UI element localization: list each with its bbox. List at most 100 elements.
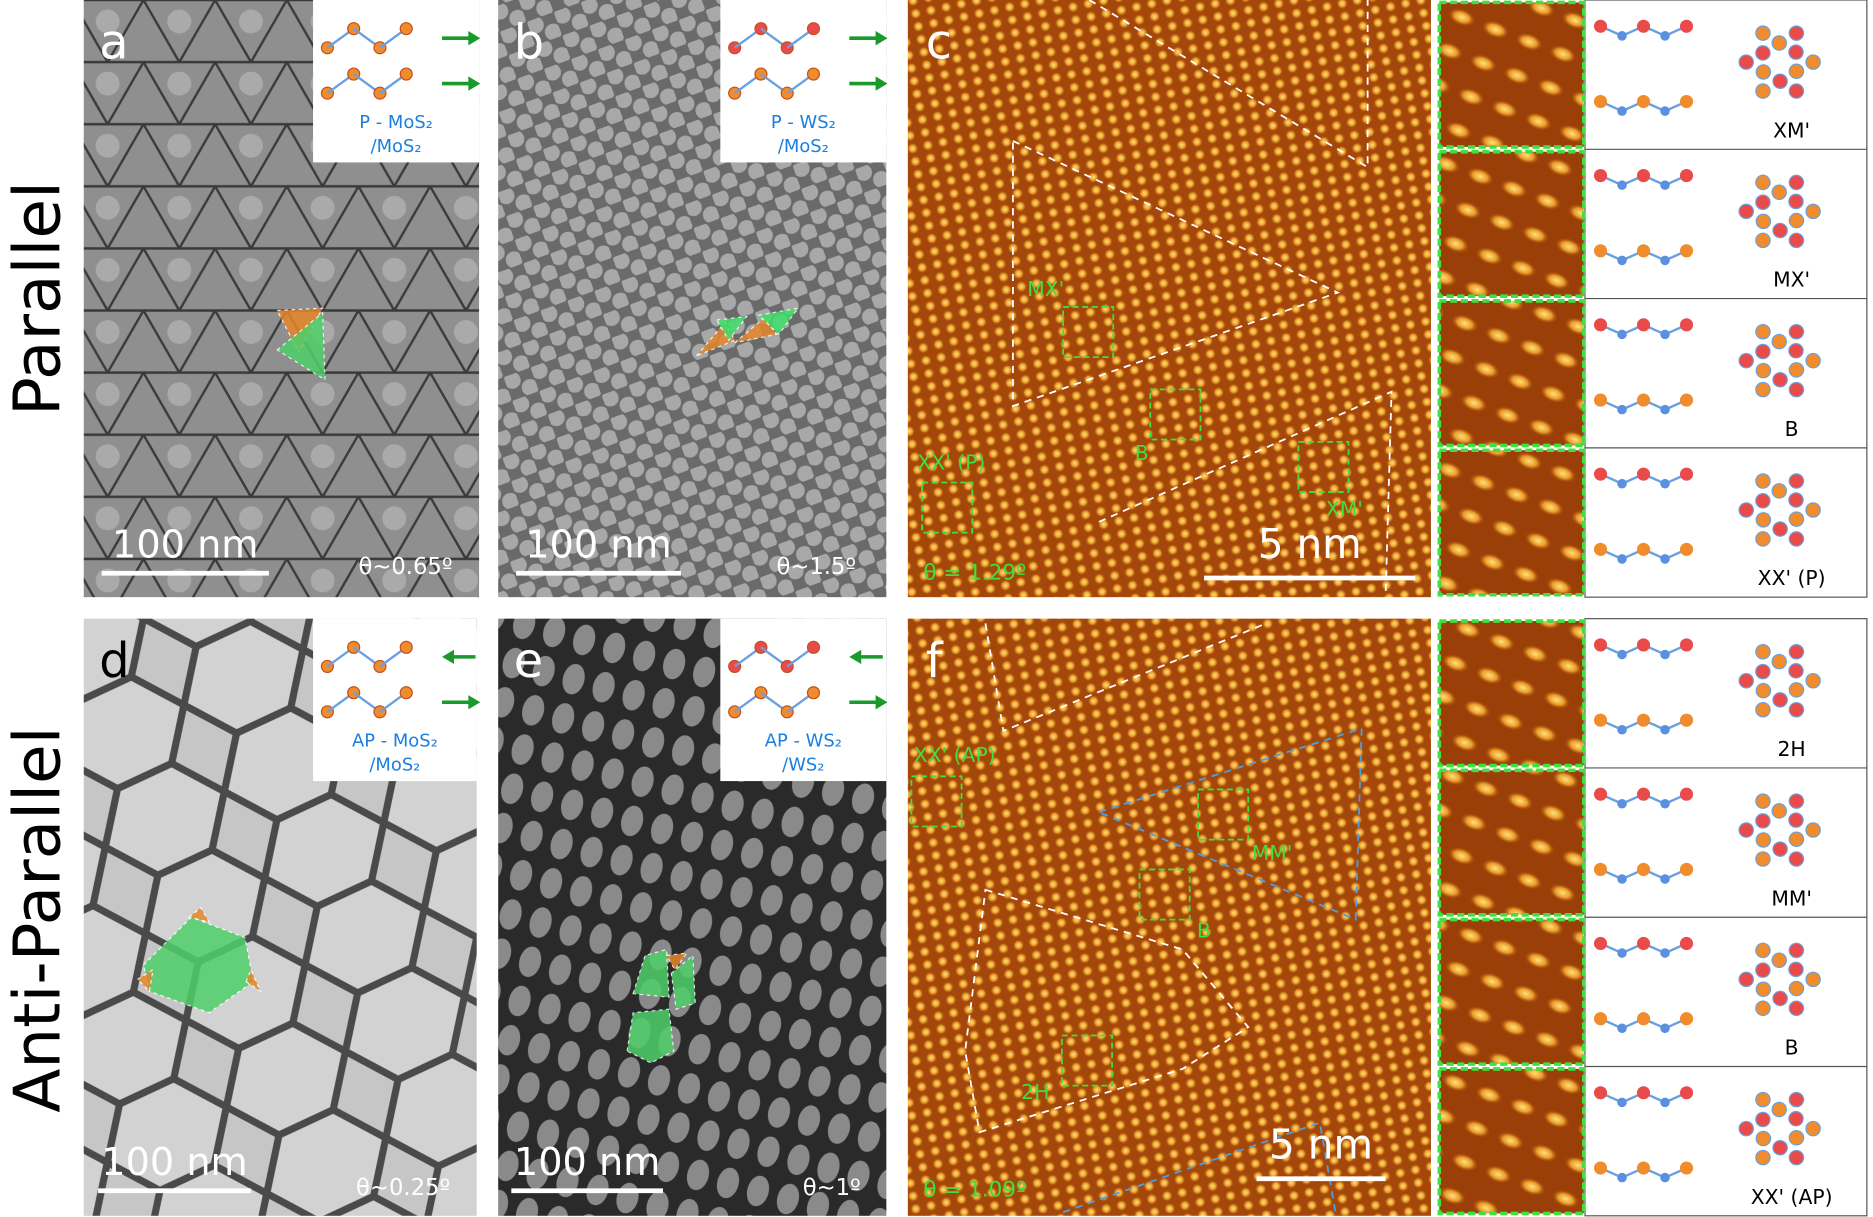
angle-label: θ~1º	[803, 1175, 861, 1201]
atom	[1805, 672, 1821, 689]
atom	[1617, 255, 1627, 266]
atom	[1788, 831, 1805, 847]
region-box	[1297, 440, 1350, 493]
domain-outline	[1062, 1121, 1337, 1214]
atom	[1617, 329, 1627, 340]
atom	[1788, 1000, 1805, 1017]
atom	[1660, 649, 1670, 660]
inset-label: /MoS₂	[369, 755, 420, 776]
scale-bar-label: 5 nm	[1269, 1121, 1373, 1169]
arrow-head	[875, 695, 888, 710]
stm-thumbnail	[1437, 768, 1586, 917]
domain	[187, 906, 211, 923]
atom	[1660, 948, 1670, 958]
region-label: 2H	[1021, 1080, 1049, 1104]
atom	[806, 686, 821, 700]
row-label: Anti-Parallel	[1, 726, 76, 1112]
atom	[1636, 638, 1651, 652]
atom	[1738, 352, 1755, 369]
atom	[1755, 1130, 1772, 1147]
atom	[1805, 971, 1821, 988]
atom	[1636, 936, 1651, 951]
atom	[1617, 1172, 1627, 1183]
atom	[1771, 333, 1787, 350]
atom	[1755, 813, 1771, 829]
stm-thumbnail	[1437, 149, 1586, 298]
atom	[1679, 244, 1694, 258]
atom	[1788, 1091, 1805, 1108]
atom	[1679, 467, 1694, 481]
atom	[1636, 19, 1651, 33]
atom	[1755, 362, 1772, 379]
atom	[1593, 787, 1608, 801]
atom	[1788, 644, 1805, 660]
atom	[1771, 483, 1787, 499]
angle-label: θ = 1.09º	[923, 1178, 1026, 1203]
atom	[1679, 168, 1694, 183]
atom	[1593, 1161, 1608, 1175]
atom	[1755, 213, 1772, 230]
angle-label: θ~0.65º	[358, 554, 452, 580]
atom	[1755, 381, 1771, 398]
atom	[1755, 851, 1771, 867]
stm-image	[907, 618, 1431, 1216]
atom	[1788, 701, 1805, 718]
atom	[1660, 255, 1670, 266]
atom	[1755, 1111, 1771, 1128]
region-box	[910, 775, 963, 828]
atom	[1788, 25, 1805, 41]
atom	[1617, 649, 1627, 660]
atom	[1679, 94, 1694, 109]
atom	[1772, 521, 1788, 537]
atom	[1788, 193, 1804, 210]
domain	[632, 948, 670, 998]
region-box	[921, 481, 974, 534]
atom	[1617, 404, 1627, 415]
atom	[1771, 803, 1787, 819]
atom	[1755, 942, 1771, 959]
atom	[1755, 962, 1771, 978]
stacking-label: XX' (P)	[1758, 566, 1826, 590]
atom	[1788, 44, 1804, 60]
atom	[1593, 1086, 1608, 1100]
atom	[1771, 1101, 1787, 1118]
atom	[1660, 31, 1670, 41]
atom	[1788, 942, 1805, 959]
atom	[1738, 1120, 1755, 1137]
atom	[1771, 35, 1787, 51]
atom	[1636, 1086, 1651, 1100]
scale-bar-label: 100 nm	[112, 523, 259, 567]
stacking-label: XX' (AP)	[1751, 1185, 1833, 1209]
atom	[1788, 682, 1805, 698]
atom	[1771, 184, 1787, 201]
atom	[1755, 682, 1772, 699]
atom	[1660, 106, 1670, 116]
domain	[626, 1008, 675, 1064]
atom	[1755, 701, 1771, 718]
atom	[1679, 787, 1694, 801]
domain-outline	[984, 622, 1267, 733]
region-label: B	[1197, 919, 1211, 943]
atom	[1771, 653, 1787, 670]
panel-letter: e	[514, 634, 543, 689]
stm-thumbnail	[1437, 448, 1586, 597]
atom	[1755, 194, 1771, 210]
domain-outline	[1088, 0, 1369, 169]
domain	[715, 315, 748, 342]
atom	[1788, 362, 1805, 378]
atom	[1660, 1097, 1670, 1108]
arrow-head	[468, 695, 481, 710]
atom	[1660, 404, 1670, 415]
atom	[1593, 638, 1608, 652]
atom	[1636, 787, 1651, 801]
atom	[1788, 511, 1805, 527]
region-label: MX'	[1027, 277, 1064, 301]
atom	[1755, 832, 1772, 848]
atom	[1738, 502, 1755, 518]
arrow-head	[875, 76, 888, 91]
atom	[1771, 952, 1787, 968]
atom	[1788, 323, 1805, 340]
atom	[1805, 502, 1821, 518]
atom	[1755, 25, 1771, 41]
